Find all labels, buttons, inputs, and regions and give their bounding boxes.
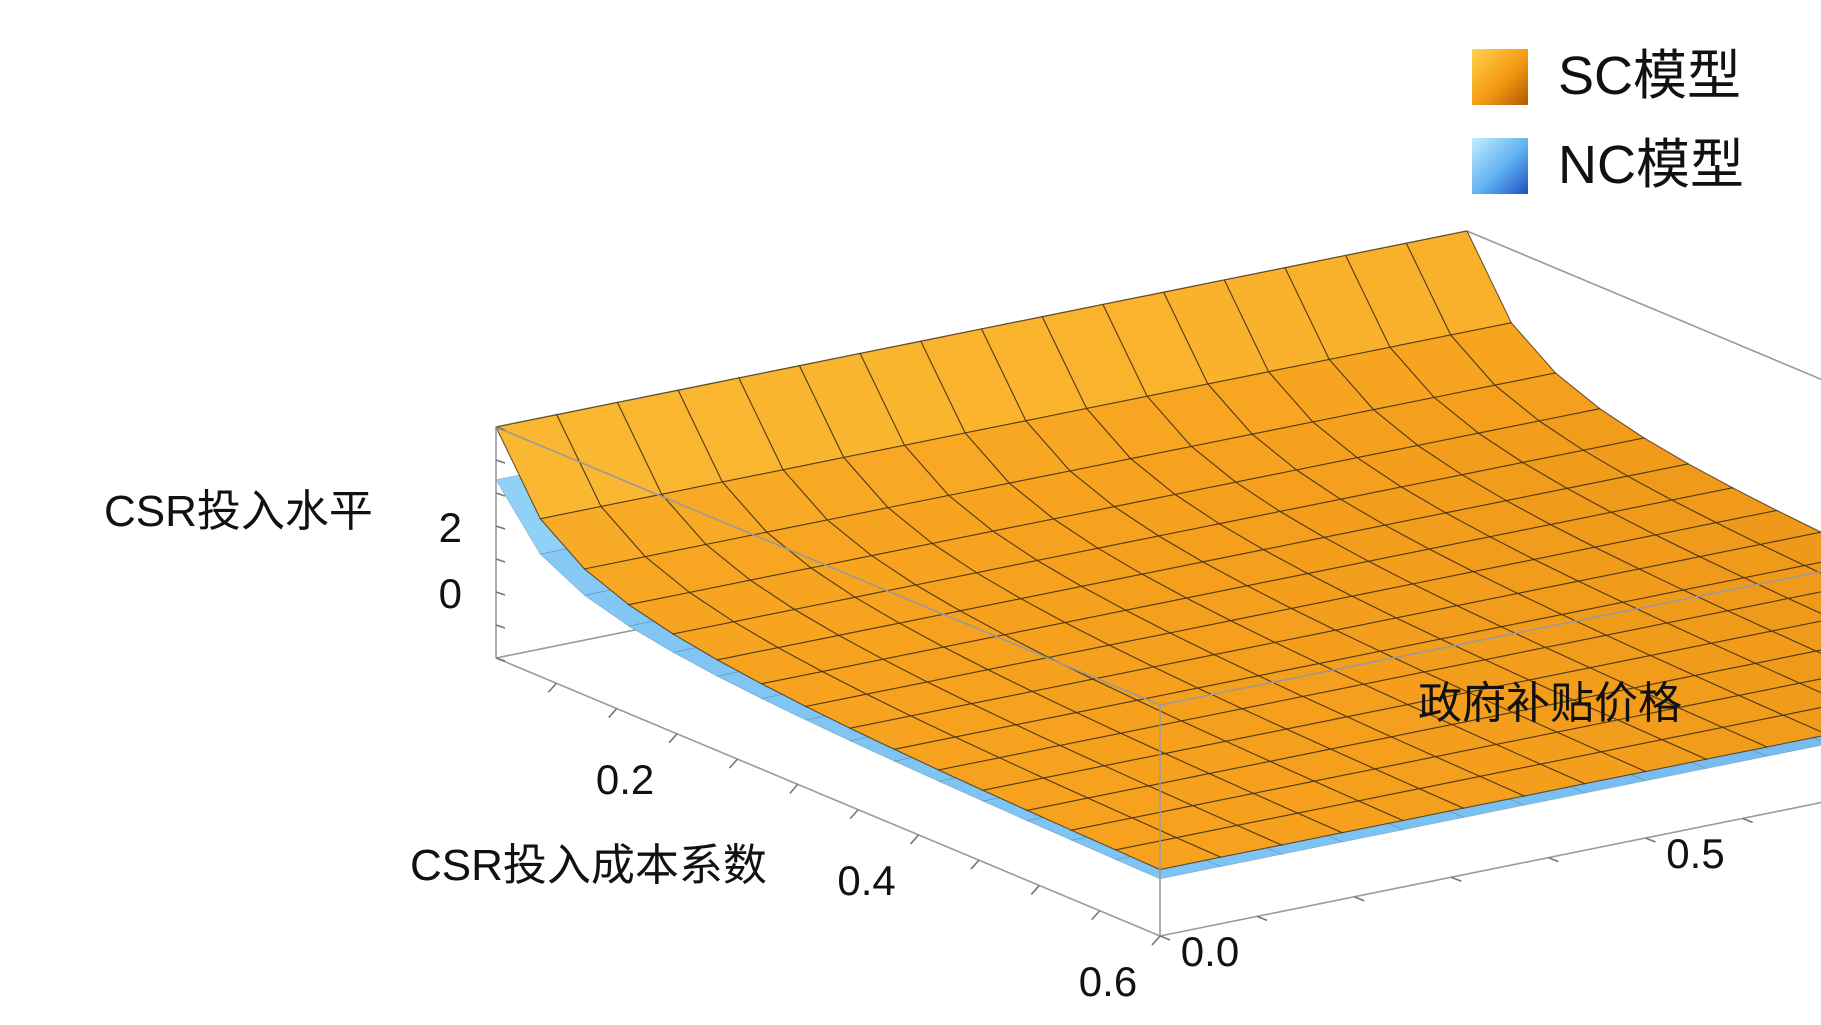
- z-axis-tick-label: 0: [439, 570, 462, 617]
- y-axis-tick: [1742, 817, 1753, 824]
- z-axis-tick: [495, 426, 506, 431]
- box-edge-front: [495, 657, 1161, 937]
- z-axis-tick: [495, 624, 506, 629]
- x-axis-tick: [547, 682, 557, 693]
- y-axis-tick-label: 0.0: [1181, 928, 1239, 975]
- surface-layer: [495, 230, 1821, 880]
- z-axis-tick: [495, 591, 506, 596]
- y-axis-tick: [1451, 876, 1462, 882]
- x-axis-tick: [1030, 884, 1040, 895]
- legend: SC模型 NC模型: [1472, 46, 1744, 195]
- y-axis-tick: [1159, 935, 1171, 941]
- x-axis-tick-label: 0.4: [837, 857, 895, 904]
- y-axis-tick: [1353, 896, 1365, 902]
- z-axis-tick: [495, 657, 506, 662]
- surface-patch: [1797, 678, 1821, 694]
- y-axis-title: 政府补贴价格: [1418, 679, 1682, 728]
- x-axis-tick-label: 0.6: [1079, 958, 1137, 1005]
- y-axis-tick: [1645, 837, 1656, 843]
- axis-tick-labels: 0.20.40.60.00.51.002: [439, 504, 1725, 1005]
- surface-sc: [495, 230, 1821, 871]
- surface-patch: [1802, 561, 1821, 574]
- x-axis-tick: [789, 783, 799, 794]
- x-axis-tick: [849, 809, 859, 820]
- legend-swatch-sc: [1472, 49, 1528, 105]
- legend-label-nc: NC模型: [1558, 135, 1744, 195]
- box-edge-front: [495, 426, 1161, 706]
- z-axis-tick: [495, 492, 506, 497]
- y-axis-tick: [1256, 915, 1268, 922]
- y-axis-tick-label: 0.5: [1666, 830, 1724, 877]
- x-axis-title: CSR投入成本系数: [410, 841, 767, 890]
- x-axis-tick: [608, 708, 618, 719]
- box-edge-back: [1466, 230, 1821, 381]
- x-axis-tick: [668, 733, 678, 744]
- surface-patch: [1113, 837, 1223, 871]
- legend-swatch-nc: [1472, 138, 1528, 194]
- x-axis-tick: [1151, 935, 1161, 946]
- z-axis-tick: [495, 558, 506, 563]
- x-axis-tick: [970, 859, 980, 870]
- x-axis-tick-label: 0.2: [596, 756, 654, 803]
- z-axis-tick-label: 2: [439, 504, 462, 551]
- z-axis-tick: [495, 525, 506, 530]
- x-axis-tick: [1091, 910, 1101, 921]
- x-axis-tick: [909, 834, 920, 845]
- z-axis-tick: [495, 459, 506, 464]
- bounding-box-front: [495, 426, 1821, 937]
- box-edge-front: [1159, 570, 1821, 706]
- legend-label-sc: SC模型: [1558, 46, 1741, 106]
- x-axis-tick: [728, 758, 739, 769]
- axis-ticks: [495, 426, 1753, 946]
- y-axis-tick: [1548, 856, 1559, 863]
- z-axis-title: CSR投入水平: [104, 487, 373, 536]
